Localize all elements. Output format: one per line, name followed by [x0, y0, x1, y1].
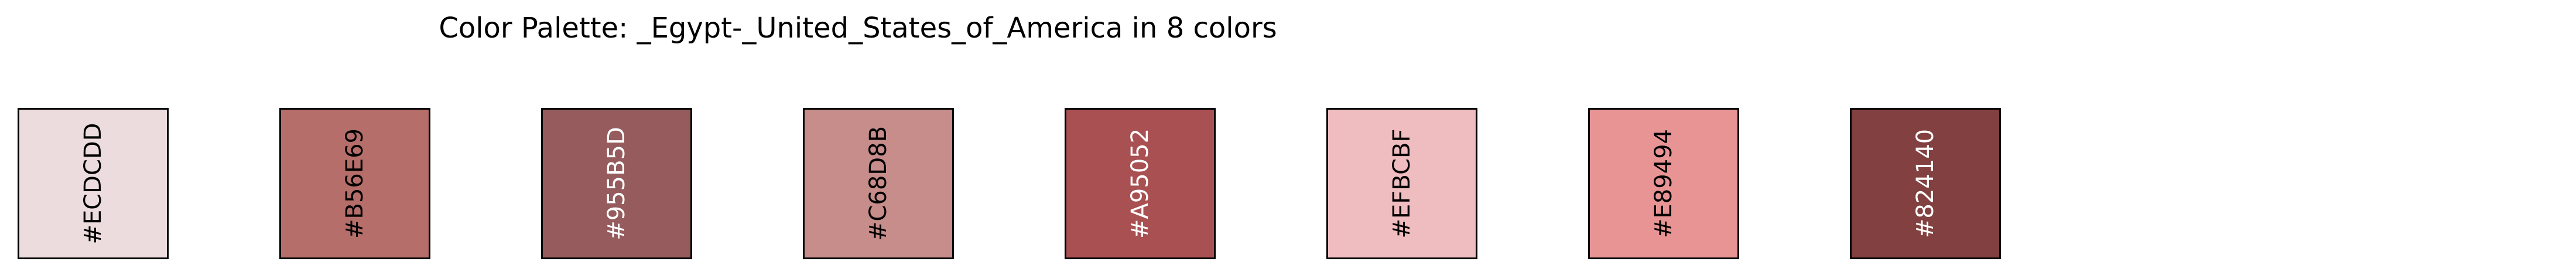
swatch-6: #EFBCBF [1326, 108, 1477, 259]
swatch-label: #824140 [1912, 128, 1939, 239]
swatch-label: #C68D8B [865, 126, 892, 242]
swatch-1: #ECDCDD [18, 108, 169, 259]
swatch-label: #A95052 [1127, 128, 1154, 239]
swatch-label: #B56E69 [341, 128, 368, 239]
swatch-label: #ECDCDD [80, 123, 107, 245]
swatch-label: #955B5D [603, 127, 630, 240]
swatch-label: #E89494 [1650, 128, 1677, 239]
swatch-2: #B56E69 [279, 108, 430, 259]
swatch-5: #A95052 [1065, 108, 1216, 259]
swatch-4: #C68D8B [803, 108, 954, 259]
swatch-8: #824140 [1850, 108, 2001, 259]
palette-title: Color Palette: _Egypt-_United_States_of_… [439, 12, 1277, 45]
swatch-3: #955B5D [541, 108, 692, 259]
swatch-7: #E89494 [1588, 108, 1739, 259]
swatch-label: #EFBCBF [1388, 128, 1415, 239]
